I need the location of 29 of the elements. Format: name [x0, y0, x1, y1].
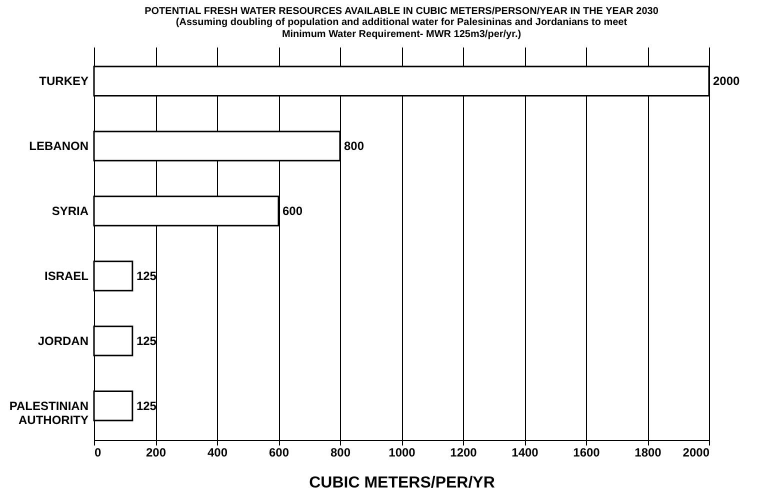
- data-label: 2000: [713, 74, 740, 88]
- data-label: 800: [344, 139, 364, 154]
- x-tick-label: 800: [330, 446, 351, 460]
- x-tick-label: 200: [146, 446, 166, 460]
- x-axis-title: CUBIC METERS/PER/YR: [309, 474, 496, 492]
- y-tick-label: TURKEY: [39, 74, 88, 88]
- x-tick-label: 400: [207, 446, 228, 460]
- chart-title: POTENTIAL FRESH WATER RESOURCES AVAILABLE IN CUBIC METERS/PERSON/YEAR IN THE YEAR 2030: [144, 6, 659, 17]
- y-tick-label: LEBANON: [29, 139, 88, 154]
- y-tick-label: JORDAN: [38, 334, 88, 348]
- data-label: 125: [136, 268, 157, 283]
- data-label: 125: [136, 334, 157, 348]
- x-tick-label: 0: [94, 446, 102, 460]
- x-tick-label: 2000: [682, 446, 710, 460]
- x-tick-label: 1800: [634, 446, 662, 460]
- x-tick-label: 600: [268, 446, 290, 460]
- y-tick-label: SYRIA: [52, 204, 89, 218]
- bar: [93, 390, 134, 422]
- data-label: 600: [282, 204, 303, 218]
- x-tick-label: 1200: [450, 446, 478, 460]
- data-label: 125: [136, 398, 157, 413]
- y-tick-label: ISRAEL: [44, 268, 88, 283]
- x-tick-label: 1000: [388, 446, 416, 460]
- y-tick-label: PALESTINIAN AUTHORITY: [9, 398, 88, 427]
- x-tick-label: 1400: [512, 446, 539, 460]
- bar: [93, 260, 134, 292]
- x-tick-label: 1600: [573, 446, 600, 460]
- bar: [93, 326, 134, 356]
- chart-subtitle: (Assuming doubling of population and additional water for Palesininas and Jordanians to meet Minimum Water Requirement- MWR 125m3/per/yr.): [176, 17, 628, 40]
